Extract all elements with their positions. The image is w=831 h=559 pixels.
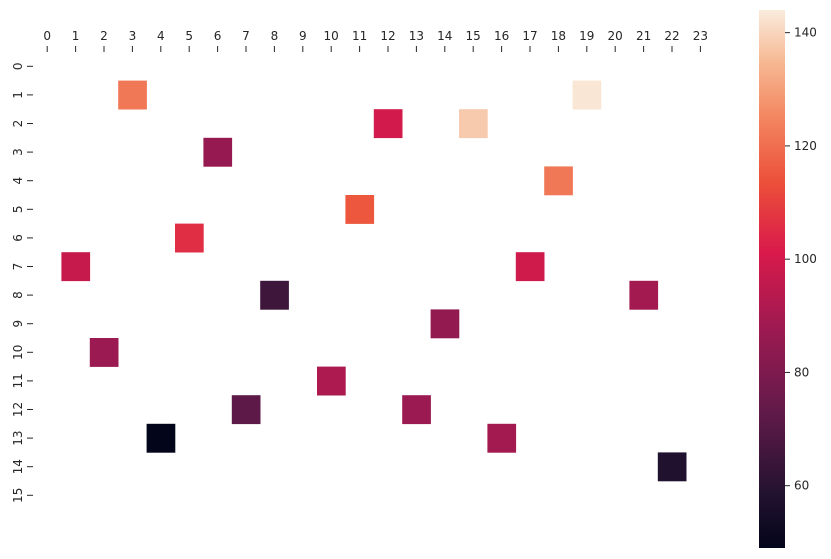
x-tick-label: 19 — [579, 29, 594, 43]
x-tick-label: 21 — [636, 29, 651, 43]
y-tick-label: 9 — [11, 320, 25, 328]
x-tick-label: 0 — [43, 29, 51, 43]
y-tick-label: 12 — [11, 402, 25, 417]
heatmap-cell — [487, 423, 517, 453]
heatmap-cell — [572, 80, 602, 110]
heatmap-cell — [118, 80, 147, 110]
x-tick-label: 13 — [409, 29, 424, 43]
colorbar — [759, 10, 785, 548]
colorbar-tick-label: 120 — [794, 139, 817, 153]
colorbar-tick-label: 100 — [794, 252, 817, 266]
x-tick-label: 11 — [352, 29, 367, 43]
y-tick-label: 5 — [11, 205, 25, 213]
colorbar-tick-label: 60 — [794, 479, 809, 493]
x-tick-label: 6 — [214, 29, 222, 43]
x-tick-label: 2 — [100, 29, 108, 43]
heatmap-cell — [430, 309, 460, 339]
y-tick-label: 0 — [11, 62, 25, 70]
y-tick-label: 14 — [11, 459, 25, 474]
y-tick-label: 6 — [11, 234, 25, 242]
heatmap-cell — [175, 223, 204, 253]
y-tick-label: 4 — [11, 177, 25, 185]
y-tick-label: 2 — [11, 120, 25, 128]
y-tick-label: 3 — [11, 148, 25, 156]
y-tick-label: 15 — [11, 488, 25, 503]
heatmap-cell — [629, 280, 659, 310]
x-tick-label: 20 — [608, 29, 623, 43]
heatmap-cell — [146, 423, 176, 453]
heatmap-cell — [345, 195, 375, 224]
x-tick-label: 22 — [664, 29, 679, 43]
x-tick-label: 8 — [271, 29, 279, 43]
y-tick-label: 7 — [11, 263, 25, 271]
y-tick-label: 10 — [11, 345, 25, 360]
heatmap-cell — [373, 109, 403, 139]
colorbar-tick-label: 80 — [794, 365, 809, 379]
heatmap-cell — [260, 280, 289, 310]
y-tick-label: 1 — [11, 91, 25, 99]
x-tick-label: 5 — [185, 29, 193, 43]
x-tick-label: 16 — [494, 29, 509, 43]
colorbar-ticks: 60 80 100 120 140 — [785, 26, 817, 493]
x-tick-label: 15 — [466, 29, 481, 43]
y-tick-label: 11 — [11, 373, 25, 388]
heatmap-cell — [89, 338, 119, 367]
heatmap-cell — [515, 252, 545, 282]
x-tick-label: 3 — [129, 29, 137, 43]
heatmap-cell — [544, 166, 573, 196]
x-tick-label: 7 — [242, 29, 250, 43]
x-tick-label: 1 — [72, 29, 80, 43]
x-tick-label: 9 — [299, 29, 307, 43]
heatmap-cell — [317, 366, 346, 396]
heatmap-cell — [203, 137, 233, 167]
heatmap-cell — [61, 252, 91, 282]
heatmap-cell — [231, 395, 261, 425]
x-tick-label: 17 — [522, 29, 537, 43]
x-tick-label: 18 — [551, 29, 566, 43]
y-tick-label: 13 — [11, 430, 25, 445]
colorbar-tick-label: 140 — [794, 26, 817, 40]
y-tick-label: 8 — [11, 291, 25, 299]
x-tick-label: 4 — [157, 29, 165, 43]
x-axis: 0 1 2 3 4 5 6 7 8 9 10 11 12 13 14 15 16 17 18 19 20 21 22 23 — [43, 29, 708, 52]
heatmap-cell — [402, 395, 431, 425]
heatmap-cell — [459, 109, 488, 139]
x-tick-label: 12 — [380, 29, 395, 43]
x-tick-label: 14 — [437, 29, 452, 43]
heatmap-cells — [61, 80, 687, 482]
heatmap-cell — [657, 452, 687, 482]
x-tick-label: 23 — [693, 29, 708, 43]
x-tick-label: 10 — [324, 29, 339, 43]
